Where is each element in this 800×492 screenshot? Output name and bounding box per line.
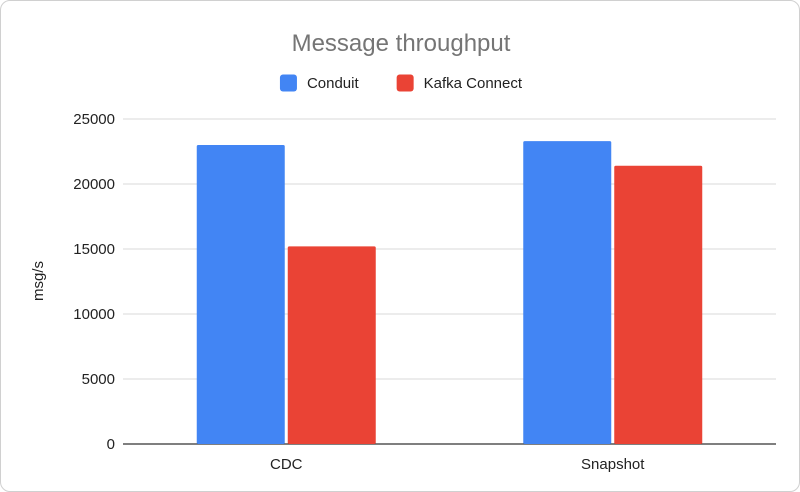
bar-kafka-connect-cdc — [287, 246, 376, 444]
legend-label: Kafka Connect — [424, 75, 523, 92]
y-tick-label: 25000 — [73, 111, 115, 128]
legend-swatch-conduit — [279, 74, 297, 92]
bars — [196, 141, 703, 445]
x-axis-ticks: CDC Snapshot — [270, 456, 645, 473]
y-tick-label: 10000 — [73, 306, 115, 323]
y-axis-ticks: 0 5000 10000 15000 20000 25000 — [73, 111, 115, 453]
y-tick-label: 15000 — [73, 241, 115, 258]
bar-conduit-snapshot — [523, 141, 612, 444]
legend-label: Conduit — [307, 75, 360, 92]
y-axis-title: msg/s — [30, 261, 47, 301]
y-tick-label: 5000 — [82, 371, 115, 388]
x-tick-label: Snapshot — [581, 456, 645, 473]
chart-title: Message throughput — [292, 30, 511, 57]
bar-kafka-connect-snapshot — [614, 165, 703, 445]
y-tick-label: 20000 — [73, 176, 115, 193]
y-tick-label: 0 — [107, 436, 115, 453]
legend-swatch-kafka-connect — [396, 74, 414, 92]
bar-conduit-cdc — [196, 145, 285, 444]
legend: Conduit Kafka Connect — [279, 74, 523, 92]
x-tick-label: CDC — [270, 456, 303, 473]
